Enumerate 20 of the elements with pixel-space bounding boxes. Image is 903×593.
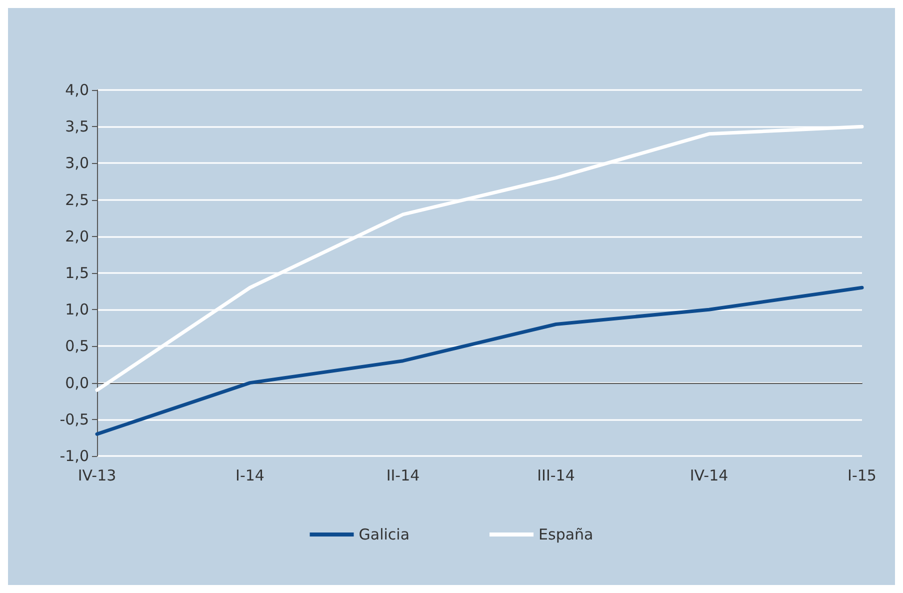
y-tick-label: 1,5 <box>65 264 89 282</box>
y-tick-label: -0,5 <box>60 410 89 428</box>
x-tick-label: IV-14 <box>690 466 728 484</box>
y-tick-label: 3,0 <box>65 154 89 172</box>
x-tick-label: IV-13 <box>78 466 116 484</box>
y-tick-label: 3,5 <box>65 118 89 136</box>
y-tick-label: -1,0 <box>60 447 89 465</box>
x-tick-label: II-14 <box>386 466 420 484</box>
y-tick-label: 2,5 <box>65 190 89 209</box>
x-tick-label: I-15 <box>848 466 876 484</box>
y-tick-label: 0,0 <box>65 374 89 392</box>
x-tick-label: I-14 <box>236 466 264 484</box>
y-tick-label: 0,5 <box>65 337 89 356</box>
legend-label: España <box>538 526 594 544</box>
y-tick-label: 2,0 <box>65 227 89 246</box>
x-tick-label: III-14 <box>537 466 575 484</box>
legend-label: Galicia <box>358 526 410 544</box>
line-series <box>95 286 864 436</box>
y-tick-label: 4,0 <box>65 81 89 99</box>
y-tick-label: 1,0 <box>65 300 89 319</box>
